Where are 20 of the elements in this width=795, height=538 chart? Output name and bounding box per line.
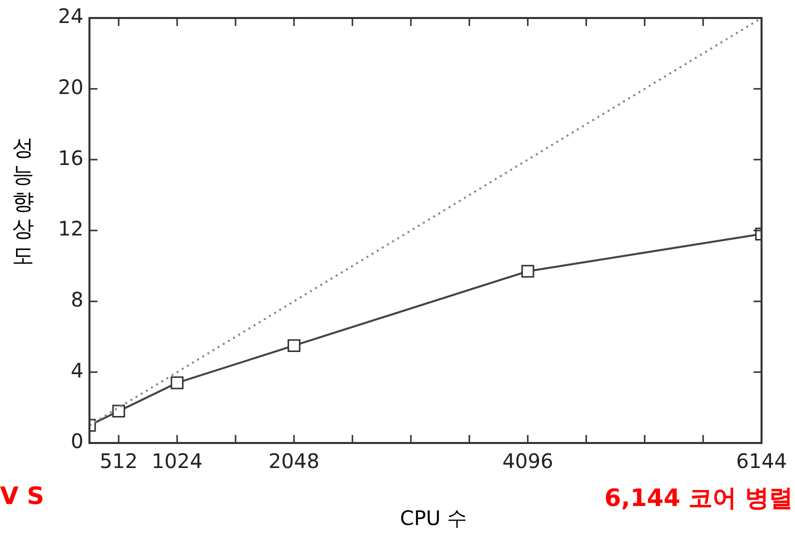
y-tick-label: 20 (58, 75, 84, 100)
point (170, 376, 184, 390)
text: V S (0, 482, 44, 510)
x-tick-label: 2048 (268, 449, 320, 474)
x-axis-title: CPU 수 (400, 505, 468, 532)
point (112, 404, 126, 418)
x-tick-label: 1024 (152, 449, 203, 474)
y-tick-label: 24 (58, 4, 84, 28)
text: 6,144 코어 병렬 (604, 483, 793, 514)
x-tick-label: 6144 (736, 449, 788, 474)
point (521, 264, 534, 278)
y-tick-label: 4 (70, 358, 84, 382)
y-tick-label: 8 (70, 288, 84, 312)
y-tick-label: 12 (58, 216, 84, 241)
y-tick-label: 0 (70, 429, 84, 454)
point (288, 339, 300, 352)
x-tick-label: 512 (100, 449, 138, 474)
x-tick-label: 4096 (502, 449, 554, 474)
y-tick-label: 16 (58, 146, 84, 170)
y-axis-title: 성능향상도 (11, 135, 35, 270)
